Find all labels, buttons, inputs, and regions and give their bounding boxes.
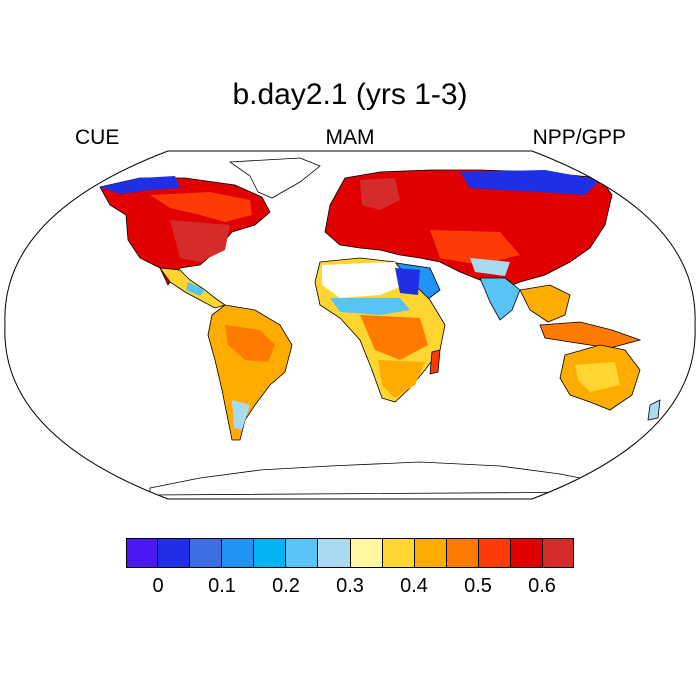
region-central-africa	[360, 315, 428, 360]
region-south-america	[207, 304, 293, 441]
colorbar-swatch	[478, 538, 511, 568]
season-label: MAM	[325, 126, 375, 149]
region-egypt	[395, 268, 420, 295]
colorbar-swatch	[318, 538, 351, 568]
region-amazon	[225, 325, 275, 362]
colorbar-swatch	[158, 538, 191, 568]
region-us-east	[170, 220, 230, 262]
colorbar-swatch	[382, 538, 415, 568]
variable-label: CUE	[75, 126, 120, 149]
region-indonesia	[539, 321, 642, 349]
colorbar-swatch	[190, 538, 223, 568]
colorbar-swatch	[543, 538, 575, 568]
region-india	[479, 277, 521, 321]
region-sahel	[330, 298, 410, 315]
colorbar-tick-label: 0	[152, 575, 164, 597]
colorbar-swatch	[254, 538, 287, 568]
map-field	[99, 157, 661, 496]
region-madagascar	[429, 349, 441, 375]
colorbar-swatch	[510, 538, 544, 568]
region-australia-interior	[575, 362, 620, 392]
region-sahara	[322, 262, 405, 298]
map-title: b.day2.1 (yrs 1-3)	[232, 78, 468, 111]
region-southern-africa	[378, 360, 425, 398]
region-antarctica	[149, 461, 621, 496]
region-alaska	[100, 176, 180, 194]
colorbar-tick-label: 0.5	[464, 575, 492, 597]
region-caribbean	[186, 282, 205, 296]
colorbar-swatch	[350, 538, 383, 568]
region-tibet	[470, 258, 510, 276]
region-canada-north	[150, 192, 252, 222]
region-new-zealand	[647, 399, 661, 421]
colorbar	[126, 538, 575, 568]
region-central-asia	[430, 230, 520, 265]
region-greenland	[228, 157, 321, 199]
region-se-asia	[519, 284, 571, 323]
units-label: NPP/GPP	[532, 126, 626, 149]
globe-outline	[4, 150, 696, 500]
colorbar-swatch	[286, 538, 319, 568]
colorbar-swatch	[126, 538, 159, 568]
region-scandinavia	[360, 178, 400, 210]
colorbar-swatch	[222, 538, 255, 568]
colorbar-swatch	[414, 538, 447, 568]
colorbar-tick-label: 0.1	[208, 575, 236, 597]
region-siberia-north	[460, 170, 600, 195]
region-patagonia	[232, 400, 250, 430]
colorbar-swatch	[446, 538, 479, 568]
colorbar-tick-label: 0.4	[400, 575, 428, 597]
colorbar-tick-label: 0.2	[272, 575, 300, 597]
colorbar-tick-label: 0.6	[528, 575, 556, 597]
colorbar-tick-label: 0.3	[336, 575, 364, 597]
